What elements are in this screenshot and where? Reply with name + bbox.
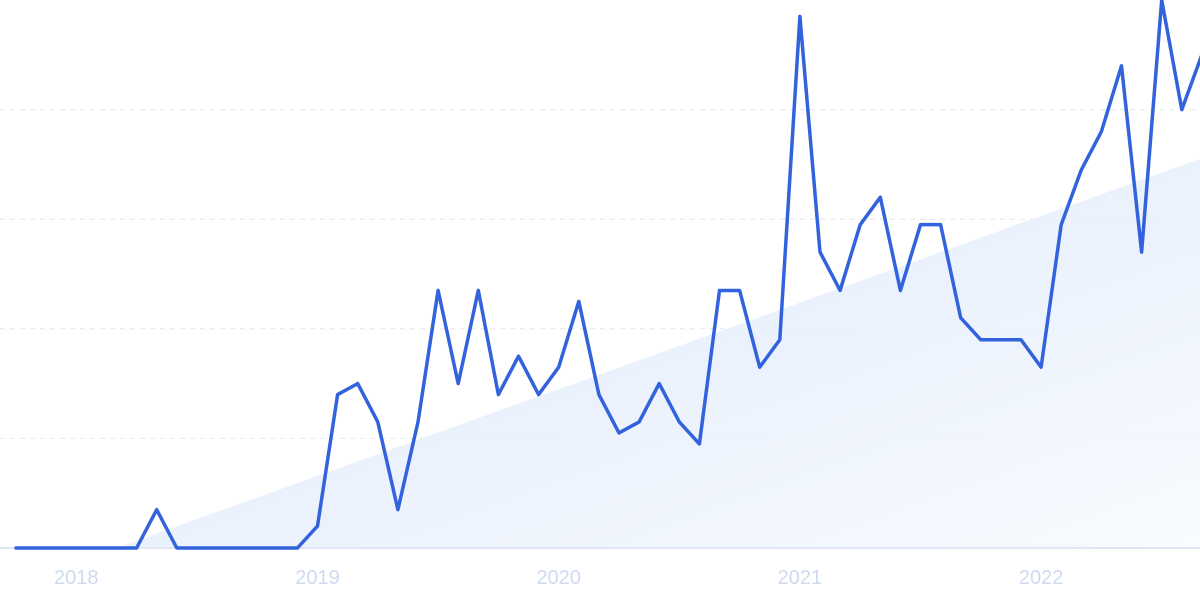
data-point-2022-06 — [1139, 250, 1144, 255]
data-point-2021-05 — [878, 195, 883, 200]
data-point-2021-09 — [958, 315, 963, 320]
data-point-2021-01 — [797, 14, 802, 19]
data-point-2022-01 — [1039, 365, 1044, 370]
data-point-2019-05 — [395, 507, 400, 512]
data-point-2021-02 — [818, 250, 823, 255]
data-point-2021-03 — [838, 288, 843, 293]
data-point-2019-03 — [355, 381, 360, 386]
data-point-2018-03 — [114, 546, 119, 551]
x-axis: 2018 2019 2020 2021 2022 — [0, 547, 1200, 589]
data-point-2021-08 — [938, 222, 943, 227]
data-point-2022-02 — [1059, 222, 1064, 227]
data-point-2018-12 — [295, 546, 300, 551]
trend-area — [116, 158, 1200, 549]
data-point-2018-09 — [235, 546, 240, 551]
data-point-2021-06 — [898, 288, 903, 293]
x-tick-label-2020: 2020 — [536, 567, 581, 589]
data-point-2018-08 — [215, 546, 220, 551]
data-point-2022-08 — [1179, 107, 1184, 112]
data-point-2019-01 — [315, 524, 320, 529]
data-point-2021-04 — [858, 222, 863, 227]
data-point-2019-02 — [335, 392, 340, 397]
data-point-2021-12 — [1019, 337, 1024, 342]
data-point-2018-06 — [174, 546, 179, 551]
data-point-2020-01 — [556, 365, 561, 370]
data-point-2022-04 — [1099, 129, 1104, 134]
x-tick-label-2018: 2018 — [54, 567, 99, 589]
x-tick-label-2019: 2019 — [295, 567, 340, 589]
data-point-2020-11 — [757, 365, 762, 370]
data-point-2020-04 — [617, 430, 622, 435]
data-point-2019-09 — [476, 288, 481, 293]
data-point-2022-03 — [1079, 167, 1084, 172]
data-point-2018-05 — [154, 507, 159, 512]
data-point-2017-12 — [54, 546, 59, 551]
data-point-2022-05 — [1119, 63, 1124, 68]
data-point-2017-11 — [34, 546, 39, 551]
data-point-2017-10 — [14, 546, 19, 551]
data-point-2018-04 — [134, 546, 139, 551]
data-point-2018-11 — [275, 546, 280, 551]
data-point-2020-08 — [697, 441, 702, 446]
data-point-2020-05 — [637, 419, 642, 424]
x-tick-label-2021: 2021 — [778, 567, 823, 589]
data-point-2021-07 — [918, 222, 923, 227]
data-point-2019-08 — [456, 381, 461, 386]
data-point-2020-10 — [737, 288, 742, 293]
data-point-2019-04 — [375, 419, 380, 424]
data-point-2018-02 — [94, 546, 99, 551]
trend-area-fill — [116, 158, 1200, 549]
data-point-2019-11 — [516, 354, 521, 359]
data-point-2021-11 — [998, 337, 1003, 342]
data-point-2018-07 — [194, 546, 199, 551]
series-group — [14, 0, 1200, 550]
data-point-2021-10 — [978, 337, 983, 342]
data-point-2020-07 — [677, 419, 682, 424]
data-point-2019-10 — [496, 392, 501, 397]
data-point-2020-09 — [717, 288, 722, 293]
data-point-2020-12 — [777, 337, 782, 342]
x-tick-label-2022: 2022 — [1019, 567, 1064, 589]
data-point-2019-12 — [536, 392, 541, 397]
data-point-2020-02 — [576, 299, 581, 304]
series-line-1 — [14, 0, 1200, 550]
data-point-2018-01 — [74, 546, 79, 551]
data-point-2019-07 — [436, 288, 441, 293]
data-point-2018-10 — [255, 546, 260, 551]
data-point-2019-06 — [416, 419, 421, 424]
data-point-2020-06 — [657, 381, 662, 386]
data-point-2020-03 — [596, 392, 601, 397]
